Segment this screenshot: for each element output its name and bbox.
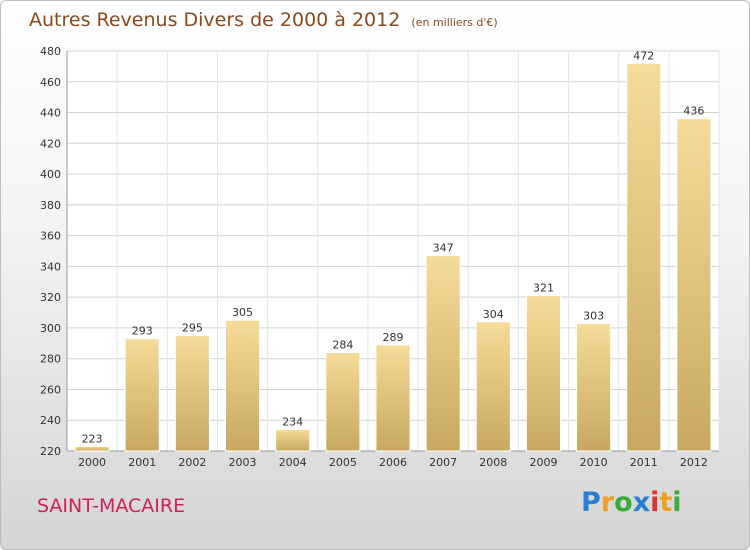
x-tick-label: 2009 [529, 456, 557, 469]
brand-logo: Proxiti [581, 487, 682, 518]
value-label: 295 [182, 322, 203, 335]
bar [626, 62, 662, 452]
y-tick-label: 240 [40, 414, 61, 427]
bar [425, 255, 461, 452]
value-label: 347 [433, 242, 454, 255]
x-tick-label: 2004 [279, 456, 307, 469]
y-tick-label: 400 [40, 168, 61, 181]
bar [124, 338, 160, 452]
y-tick-label: 360 [40, 230, 61, 243]
x-tick-label: 2008 [479, 456, 507, 469]
y-tick-label: 300 [40, 322, 61, 335]
y-tick-label: 380 [40, 199, 61, 212]
y-tick-label: 480 [40, 45, 61, 58]
brand-letter: t [659, 487, 673, 518]
bar [174, 335, 210, 452]
x-tick-label: 2001 [128, 456, 156, 469]
x-tick-label: 2010 [580, 456, 608, 469]
bar [325, 352, 361, 452]
x-tick-label: 2003 [229, 456, 257, 469]
brand-letter: r [600, 487, 615, 518]
value-label: 284 [332, 339, 353, 352]
bar [475, 321, 511, 452]
x-tick-label: 2011 [630, 456, 658, 469]
x-tick-label: 2007 [429, 456, 457, 469]
y-tick-label: 220 [40, 445, 61, 458]
y-tick-label: 320 [40, 291, 61, 304]
value-label: 303 [583, 309, 604, 322]
brand-letter: x [632, 487, 651, 518]
y-tick-label: 440 [40, 107, 61, 120]
value-label: 436 [683, 105, 704, 118]
bar [375, 344, 411, 452]
x-tick-label: 2012 [680, 456, 708, 469]
place-name: SAINT-MACAIRE [37, 495, 186, 517]
bar [224, 319, 261, 452]
x-tick-label: 2006 [379, 456, 407, 469]
x-tick-label: 2000 [78, 456, 106, 469]
y-tick-label: 460 [40, 76, 61, 89]
brand-letter: i [650, 487, 660, 518]
brand-letter: P [581, 487, 601, 518]
bar [676, 118, 712, 452]
value-label: 234 [282, 415, 303, 428]
x-tick-label: 2005 [329, 456, 357, 469]
value-label: 321 [533, 282, 554, 295]
x-tick-label: 2002 [178, 456, 206, 469]
value-label: 304 [483, 308, 504, 321]
value-label: 223 [82, 432, 103, 445]
y-tick-label: 340 [40, 260, 61, 273]
bar [74, 445, 110, 452]
bar [525, 295, 562, 452]
bar [275, 428, 311, 452]
chart-title: Autres Revenus Divers de 2000 à 2012 [29, 9, 401, 31]
bar [576, 322, 612, 452]
title-row: Autres Revenus Divers de 2000 à 2012 (en… [29, 9, 498, 31]
chart-subtitle: (en milliers d'€) [411, 16, 498, 29]
y-tick-label: 280 [40, 353, 61, 366]
value-label: 305 [232, 306, 253, 319]
value-label: 472 [633, 49, 654, 62]
brand-letter: o [614, 487, 633, 518]
brand-letter: i [672, 487, 682, 518]
value-label: 293 [132, 325, 153, 338]
y-tick-label: 420 [40, 137, 61, 150]
y-tick-label: 260 [40, 383, 61, 396]
value-label: 289 [383, 331, 404, 344]
